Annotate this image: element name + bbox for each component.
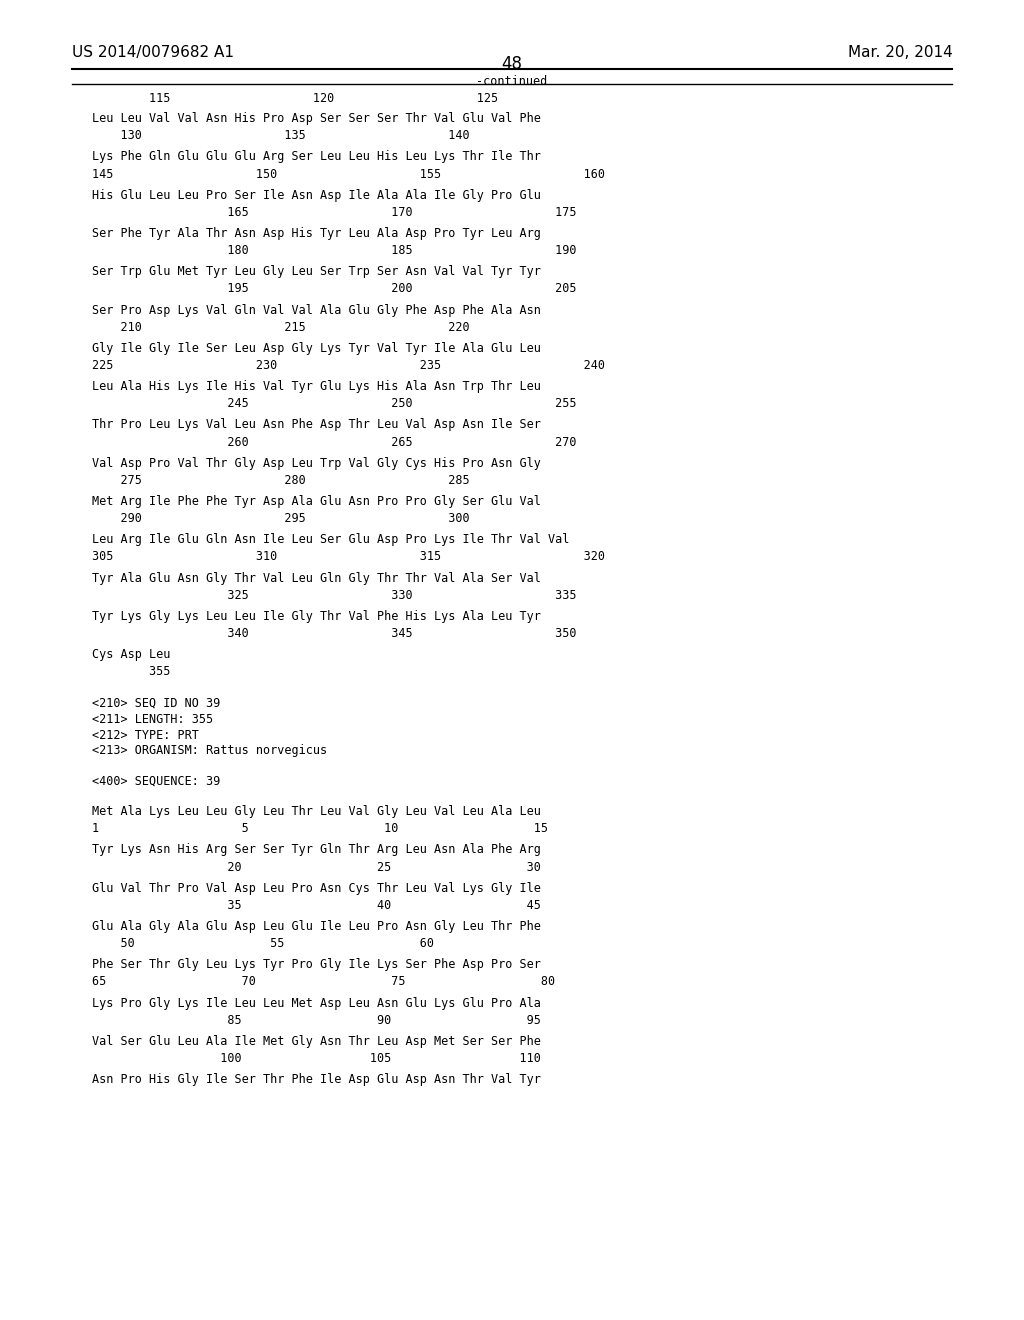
Text: 20                   25                   30: 20 25 30	[92, 861, 541, 874]
Text: <213> ORGANISM: Rattus norvegicus: <213> ORGANISM: Rattus norvegicus	[92, 744, 328, 758]
Text: Ser Pro Asp Lys Val Gln Val Val Ala Glu Gly Phe Asp Phe Ala Asn: Ser Pro Asp Lys Val Gln Val Val Ala Glu …	[92, 304, 541, 317]
Text: Met Arg Ile Phe Phe Tyr Asp Ala Glu Asn Pro Pro Gly Ser Glu Val: Met Arg Ile Phe Phe Tyr Asp Ala Glu Asn …	[92, 495, 541, 508]
Text: Ser Trp Glu Met Tyr Leu Gly Leu Ser Trp Ser Asn Val Val Tyr Tyr: Ser Trp Glu Met Tyr Leu Gly Leu Ser Trp …	[92, 265, 541, 279]
Text: <211> LENGTH: 355: <211> LENGTH: 355	[92, 713, 213, 726]
Text: 48: 48	[502, 55, 522, 74]
Text: Cys Asp Leu: Cys Asp Leu	[92, 648, 171, 661]
Text: 85                   90                   95: 85 90 95	[92, 1014, 541, 1027]
Text: <210> SEQ ID NO 39: <210> SEQ ID NO 39	[92, 697, 220, 710]
Text: 305                    310                    315                    320: 305 310 315 320	[92, 550, 605, 564]
Text: Lys Pro Gly Lys Ile Leu Leu Met Asp Leu Asn Glu Lys Glu Pro Ala: Lys Pro Gly Lys Ile Leu Leu Met Asp Leu …	[92, 997, 541, 1010]
Text: Phe Ser Thr Gly Leu Lys Tyr Pro Gly Ile Lys Ser Phe Asp Pro Ser: Phe Ser Thr Gly Leu Lys Tyr Pro Gly Ile …	[92, 958, 541, 972]
Text: US 2014/0079682 A1: US 2014/0079682 A1	[72, 45, 233, 59]
Text: Asn Pro His Gly Ile Ser Thr Phe Ile Asp Glu Asp Asn Thr Val Tyr: Asn Pro His Gly Ile Ser Thr Phe Ile Asp …	[92, 1073, 541, 1086]
Text: Glu Val Thr Pro Val Asp Leu Pro Asn Cys Thr Leu Val Lys Gly Ile: Glu Val Thr Pro Val Asp Leu Pro Asn Cys …	[92, 882, 541, 895]
Text: Tyr Ala Glu Asn Gly Thr Val Leu Gln Gly Thr Thr Val Ala Ser Val: Tyr Ala Glu Asn Gly Thr Val Leu Gln Gly …	[92, 572, 541, 585]
Text: Gly Ile Gly Ile Ser Leu Asp Gly Lys Tyr Val Tyr Ile Ala Glu Leu: Gly Ile Gly Ile Ser Leu Asp Gly Lys Tyr …	[92, 342, 541, 355]
Text: Lys Phe Gln Glu Glu Glu Arg Ser Leu Leu His Leu Lys Thr Ile Thr: Lys Phe Gln Glu Glu Glu Arg Ser Leu Leu …	[92, 150, 541, 164]
Text: 195                    200                    205: 195 200 205	[92, 282, 577, 296]
Text: His Glu Leu Leu Pro Ser Ile Asn Asp Ile Ala Ala Ile Gly Pro Glu: His Glu Leu Leu Pro Ser Ile Asn Asp Ile …	[92, 189, 541, 202]
Text: Val Ser Glu Leu Ala Ile Met Gly Asn Thr Leu Asp Met Ser Ser Phe: Val Ser Glu Leu Ala Ile Met Gly Asn Thr …	[92, 1035, 541, 1048]
Text: 1                    5                   10                   15: 1 5 10 15	[92, 822, 548, 836]
Text: 65                   70                   75                   80: 65 70 75 80	[92, 975, 555, 989]
Text: 340                    345                    350: 340 345 350	[92, 627, 577, 640]
Text: 165                    170                    175: 165 170 175	[92, 206, 577, 219]
Text: Tyr Lys Gly Lys Leu Leu Ile Gly Thr Val Phe His Lys Ala Leu Tyr: Tyr Lys Gly Lys Leu Leu Ile Gly Thr Val …	[92, 610, 541, 623]
Text: 210                    215                    220: 210 215 220	[92, 321, 470, 334]
Text: 325                    330                    335: 325 330 335	[92, 589, 577, 602]
Text: <400> SEQUENCE: 39: <400> SEQUENCE: 39	[92, 775, 220, 788]
Text: Glu Ala Gly Ala Glu Asp Leu Glu Ile Leu Pro Asn Gly Leu Thr Phe: Glu Ala Gly Ala Glu Asp Leu Glu Ile Leu …	[92, 920, 541, 933]
Text: Met Ala Lys Leu Leu Gly Leu Thr Leu Val Gly Leu Val Leu Ala Leu: Met Ala Lys Leu Leu Gly Leu Thr Leu Val …	[92, 805, 541, 818]
Text: Thr Pro Leu Lys Val Leu Asn Phe Asp Thr Leu Val Asp Asn Ile Ser: Thr Pro Leu Lys Val Leu Asn Phe Asp Thr …	[92, 418, 541, 432]
Text: 260                    265                    270: 260 265 270	[92, 436, 577, 449]
Text: Mar. 20, 2014: Mar. 20, 2014	[848, 45, 952, 59]
Text: 50                   55                   60: 50 55 60	[92, 937, 434, 950]
Text: <212> TYPE: PRT: <212> TYPE: PRT	[92, 729, 199, 742]
Text: Val Asp Pro Val Thr Gly Asp Leu Trp Val Gly Cys His Pro Asn Gly: Val Asp Pro Val Thr Gly Asp Leu Trp Val …	[92, 457, 541, 470]
Text: Tyr Lys Asn His Arg Ser Ser Tyr Gln Thr Arg Leu Asn Ala Phe Arg: Tyr Lys Asn His Arg Ser Ser Tyr Gln Thr …	[92, 843, 541, 857]
Text: 130                    135                    140: 130 135 140	[92, 129, 470, 143]
Text: Leu Leu Val Val Asn His Pro Asp Ser Ser Ser Thr Val Glu Val Phe: Leu Leu Val Val Asn His Pro Asp Ser Ser …	[92, 112, 541, 125]
Text: 115                    120                    125: 115 120 125	[92, 92, 499, 106]
Text: 225                    230                    235                    240: 225 230 235 240	[92, 359, 605, 372]
Text: Leu Arg Ile Glu Gln Asn Ile Leu Ser Glu Asp Pro Lys Ile Thr Val Val: Leu Arg Ile Glu Gln Asn Ile Leu Ser Glu …	[92, 533, 569, 546]
Text: 275                    280                    285: 275 280 285	[92, 474, 470, 487]
Text: 35                   40                   45: 35 40 45	[92, 899, 541, 912]
Text: Ser Phe Tyr Ala Thr Asn Asp His Tyr Leu Ala Asp Pro Tyr Leu Arg: Ser Phe Tyr Ala Thr Asn Asp His Tyr Leu …	[92, 227, 541, 240]
Text: -continued: -continued	[476, 75, 548, 88]
Text: 145                    150                    155                    160: 145 150 155 160	[92, 168, 605, 181]
Text: 180                    185                    190: 180 185 190	[92, 244, 577, 257]
Text: Leu Ala His Lys Ile His Val Tyr Glu Lys His Ala Asn Trp Thr Leu: Leu Ala His Lys Ile His Val Tyr Glu Lys …	[92, 380, 541, 393]
Text: 245                    250                    255: 245 250 255	[92, 397, 577, 411]
Text: 100                  105                  110: 100 105 110	[92, 1052, 541, 1065]
Text: 355: 355	[92, 665, 171, 678]
Text: 290                    295                    300: 290 295 300	[92, 512, 470, 525]
